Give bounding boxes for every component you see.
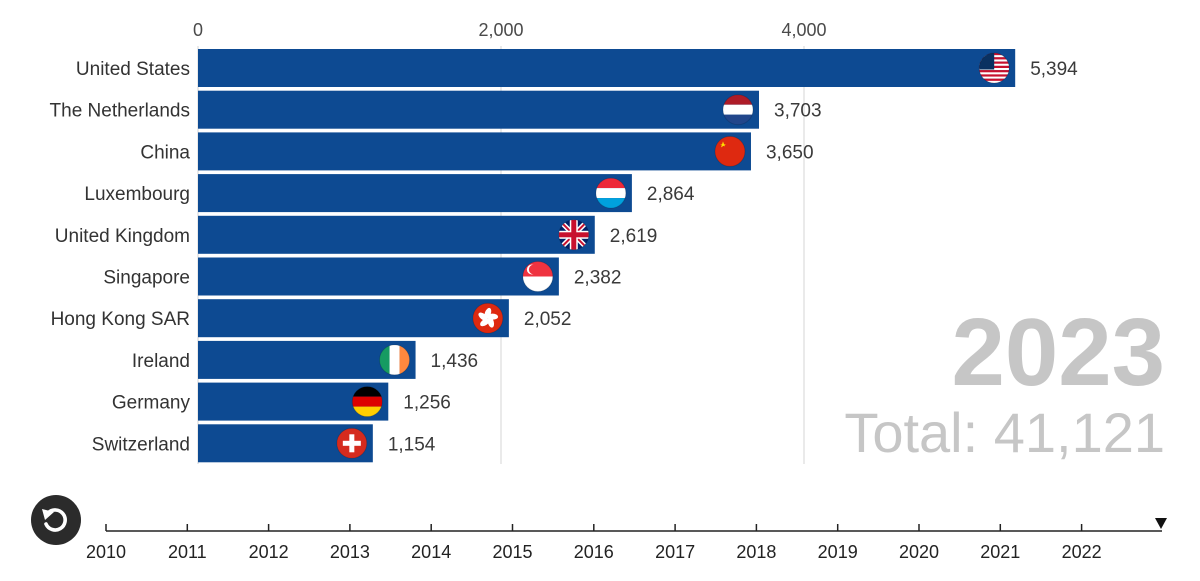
value-label: 2,619	[610, 226, 658, 247]
timeline-year-label[interactable]: 2011	[168, 542, 207, 562]
timeline-year-label[interactable]: 2010	[86, 542, 126, 562]
x-tick-label: 0	[193, 20, 203, 40]
category-label: Ireland	[132, 351, 190, 372]
value-label: 2,052	[524, 309, 572, 330]
timeline-year-label[interactable]: 2019	[818, 542, 858, 562]
bar	[198, 340, 416, 379]
x-tick-label: 2,000	[478, 20, 523, 40]
bar	[198, 174, 632, 213]
timeline-ticks	[105, 524, 1083, 531]
lu-flag-icon	[595, 177, 627, 209]
replay-icon	[42, 508, 67, 532]
timeline-year-label[interactable]: 2015	[492, 542, 532, 562]
de-flag-icon	[351, 386, 383, 418]
category-label: United Kingdom	[55, 226, 190, 247]
timeline-year-label[interactable]: 2013	[330, 542, 370, 562]
bar	[198, 257, 559, 296]
timeline-year-label[interactable]: 2016	[574, 542, 614, 562]
bars	[198, 49, 1016, 463]
x-axis-ticks: 0 2,000 4,000	[193, 20, 827, 40]
category-label: Singapore	[103, 268, 190, 289]
replay-button[interactable]	[31, 495, 81, 545]
timeline-year-label[interactable]: 2014	[411, 542, 451, 562]
timeline-year-label[interactable]: 2020	[899, 542, 939, 562]
category-label: Switzerland	[92, 434, 190, 455]
bar	[198, 215, 595, 254]
timeline[interactable]: 2010 2011 2012 2013 2014 2015 2016 2017 2018 2019…	[86, 518, 1167, 562]
timeline-year-label[interactable]: 2012	[249, 542, 289, 562]
gb-flag-icon	[558, 219, 590, 251]
value-label: 1,154	[388, 434, 436, 455]
bar	[198, 132, 751, 171]
ch-flag-icon	[336, 427, 368, 459]
category-label: China	[140, 142, 190, 163]
timeline-year-label[interactable]: 2018	[736, 542, 776, 562]
category-label: United States	[76, 59, 190, 80]
category-label: The Netherlands	[50, 101, 190, 122]
timeline-year-label[interactable]: 2017	[655, 542, 695, 562]
timeline-labels: 2010 2011 2012 2013 2014 2015 2016 2017 2018 2019…	[86, 542, 1102, 562]
timeline-marker[interactable]	[1155, 518, 1167, 529]
value-label: 2,382	[574, 268, 622, 289]
category-label: Luxembourg	[84, 184, 190, 205]
value-label: 3,703	[774, 101, 822, 122]
category-labels: United States The Netherlands China Luxembo…	[50, 59, 191, 455]
value-label: 5,394	[1030, 59, 1078, 80]
timeline-year-label[interactable]: 2022	[1062, 542, 1102, 562]
sg-flag-icon	[522, 261, 554, 292]
us-flag-icon	[978, 52, 1010, 84]
flags	[336, 52, 1010, 459]
nl-flag-icon	[722, 94, 754, 126]
value-label: 2,864	[647, 184, 695, 205]
value-label: 1,256	[403, 393, 451, 414]
bar	[198, 49, 1016, 87]
x-tick-label: 4,000	[781, 20, 826, 40]
ie-flag-icon	[379, 344, 411, 376]
category-label: Germany	[112, 393, 191, 414]
cn-flag-icon	[714, 135, 746, 167]
bar	[198, 90, 760, 129]
category-label: Hong Kong SAR	[51, 309, 190, 330]
total-label: Total: 41,121	[844, 401, 1165, 464]
value-label: 1,436	[431, 351, 479, 372]
bar	[198, 299, 509, 338]
current-year: 2023	[951, 299, 1165, 406]
value-label: 3,650	[766, 142, 814, 163]
timeline-year-label[interactable]: 2021	[980, 542, 1020, 562]
hk-flag-icon	[472, 302, 504, 334]
